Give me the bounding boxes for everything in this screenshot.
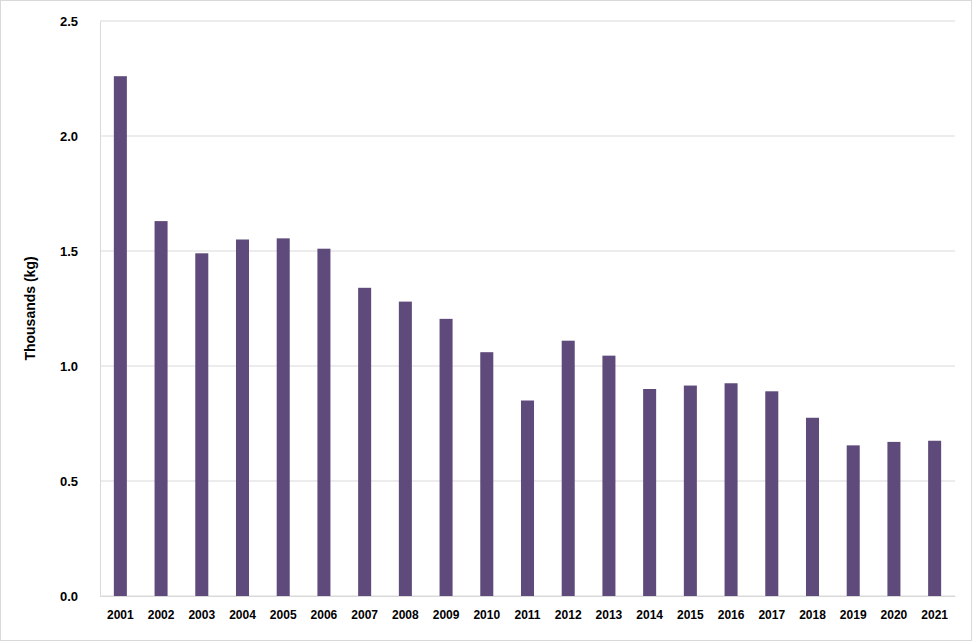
y-tick: 2.0 — [60, 129, 100, 144]
bar — [928, 441, 941, 596]
grid-line — [100, 136, 955, 137]
x-tick: 2010 — [473, 596, 500, 622]
x-tick-label: 2012 — [555, 608, 582, 622]
bar — [317, 249, 330, 596]
grid — [100, 21, 955, 596]
x-tick: 2014 — [636, 596, 663, 622]
x-tick-label: 2001 — [107, 608, 134, 622]
x-tick: 2007 — [351, 596, 378, 622]
x-tick: 2006 — [311, 596, 338, 622]
x-tick: 2017 — [758, 596, 785, 622]
x-tick-label: 2019 — [840, 608, 867, 622]
x-tick: 2013 — [596, 596, 623, 622]
y-tick: 0.0 — [60, 589, 100, 604]
y-axis: 0.0 0.5 1.0 1.5 2.0 2.5 — [60, 14, 101, 604]
y-tick-label: 1.0 — [60, 359, 78, 374]
bar — [643, 389, 656, 596]
x-tick-label: 2004 — [229, 608, 256, 622]
bar — [602, 356, 615, 596]
grid-line — [100, 251, 955, 252]
bar — [684, 386, 697, 596]
y-tick-label: 0.0 — [60, 589, 78, 604]
bar — [887, 442, 900, 596]
x-tick-label: 2013 — [596, 608, 623, 622]
bar — [195, 253, 208, 596]
x-tick: 2005 — [270, 596, 297, 622]
bar — [155, 221, 168, 596]
x-tick-label: 2007 — [351, 608, 378, 622]
bar — [399, 302, 412, 596]
x-tick: 2016 — [718, 596, 745, 622]
x-tick-label: 2006 — [311, 608, 338, 622]
x-tick-label: 2005 — [270, 608, 297, 622]
y-tick-label: 1.5 — [60, 244, 78, 259]
bar — [114, 76, 127, 596]
y-tick: 1.5 — [60, 244, 100, 259]
x-tick: 2003 — [188, 596, 215, 622]
x-axis-line — [101, 596, 956, 597]
x-tick: 2019 — [840, 596, 867, 622]
x-tick-label: 2018 — [799, 608, 826, 622]
bar — [847, 445, 860, 596]
plot: 0.00.51.01.52.02.52001200220032004200520… — [60, 14, 956, 622]
x-tick-label: 2003 — [188, 608, 215, 622]
bar — [806, 418, 819, 596]
x-tick: 2018 — [799, 596, 826, 622]
y-tick-label: 2.0 — [60, 129, 78, 144]
x-tick-label: 2010 — [473, 608, 500, 622]
bar — [521, 401, 534, 597]
x-tick-label: 2016 — [718, 608, 745, 622]
y-tick: 0.5 — [60, 474, 100, 489]
grid-line — [100, 366, 955, 367]
bar — [562, 341, 575, 596]
x-tick: 2004 — [229, 596, 256, 622]
x-tick: 2001 — [107, 596, 134, 622]
bar — [236, 240, 249, 597]
y-tick-label: 2.5 — [60, 14, 78, 29]
x-tick: 2020 — [881, 596, 908, 622]
chart-frame — [1, 1, 972, 641]
x-tick-label: 2011 — [514, 608, 540, 622]
x-tick-label: 2002 — [148, 608, 175, 622]
bar — [765, 391, 778, 596]
x-tick: 2015 — [677, 596, 704, 622]
x-tick: 2012 — [555, 596, 582, 622]
x-tick-label: 2020 — [881, 608, 908, 622]
x-tick: 2011 — [514, 596, 540, 622]
x-tick: 2009 — [433, 596, 460, 622]
x-tick-label: 2017 — [758, 608, 785, 622]
x-tick-label: 2009 — [433, 608, 460, 622]
x-tick-label: 2021 — [921, 608, 948, 622]
bar — [277, 238, 290, 596]
chart: 0.00.51.01.52.02.52001200220032004200520… — [0, 0, 972, 641]
x-tick: 2002 — [148, 596, 175, 622]
x-axis: 2001 2002 2003 2004 2005 2006 2007 2008 2009 2010… — [101, 596, 956, 622]
bars — [114, 76, 941, 596]
y-tick-label: 0.5 — [60, 474, 78, 489]
y-tick: 2.5 — [60, 14, 100, 29]
bar — [480, 352, 493, 596]
x-tick-label: 2015 — [677, 608, 704, 622]
x-tick-label: 2014 — [636, 608, 663, 622]
y-axis-title: Thousands (kg) — [22, 256, 38, 360]
bar — [358, 288, 371, 596]
x-tick-label: 2008 — [392, 608, 419, 622]
y-tick: 1.0 — [60, 359, 100, 374]
x-tick: 2021 — [921, 596, 948, 622]
bar — [725, 383, 738, 596]
grid-line — [100, 21, 955, 22]
x-tick: 2008 — [392, 596, 419, 622]
y-axis-line — [100, 22, 101, 597]
bar — [440, 319, 453, 596]
